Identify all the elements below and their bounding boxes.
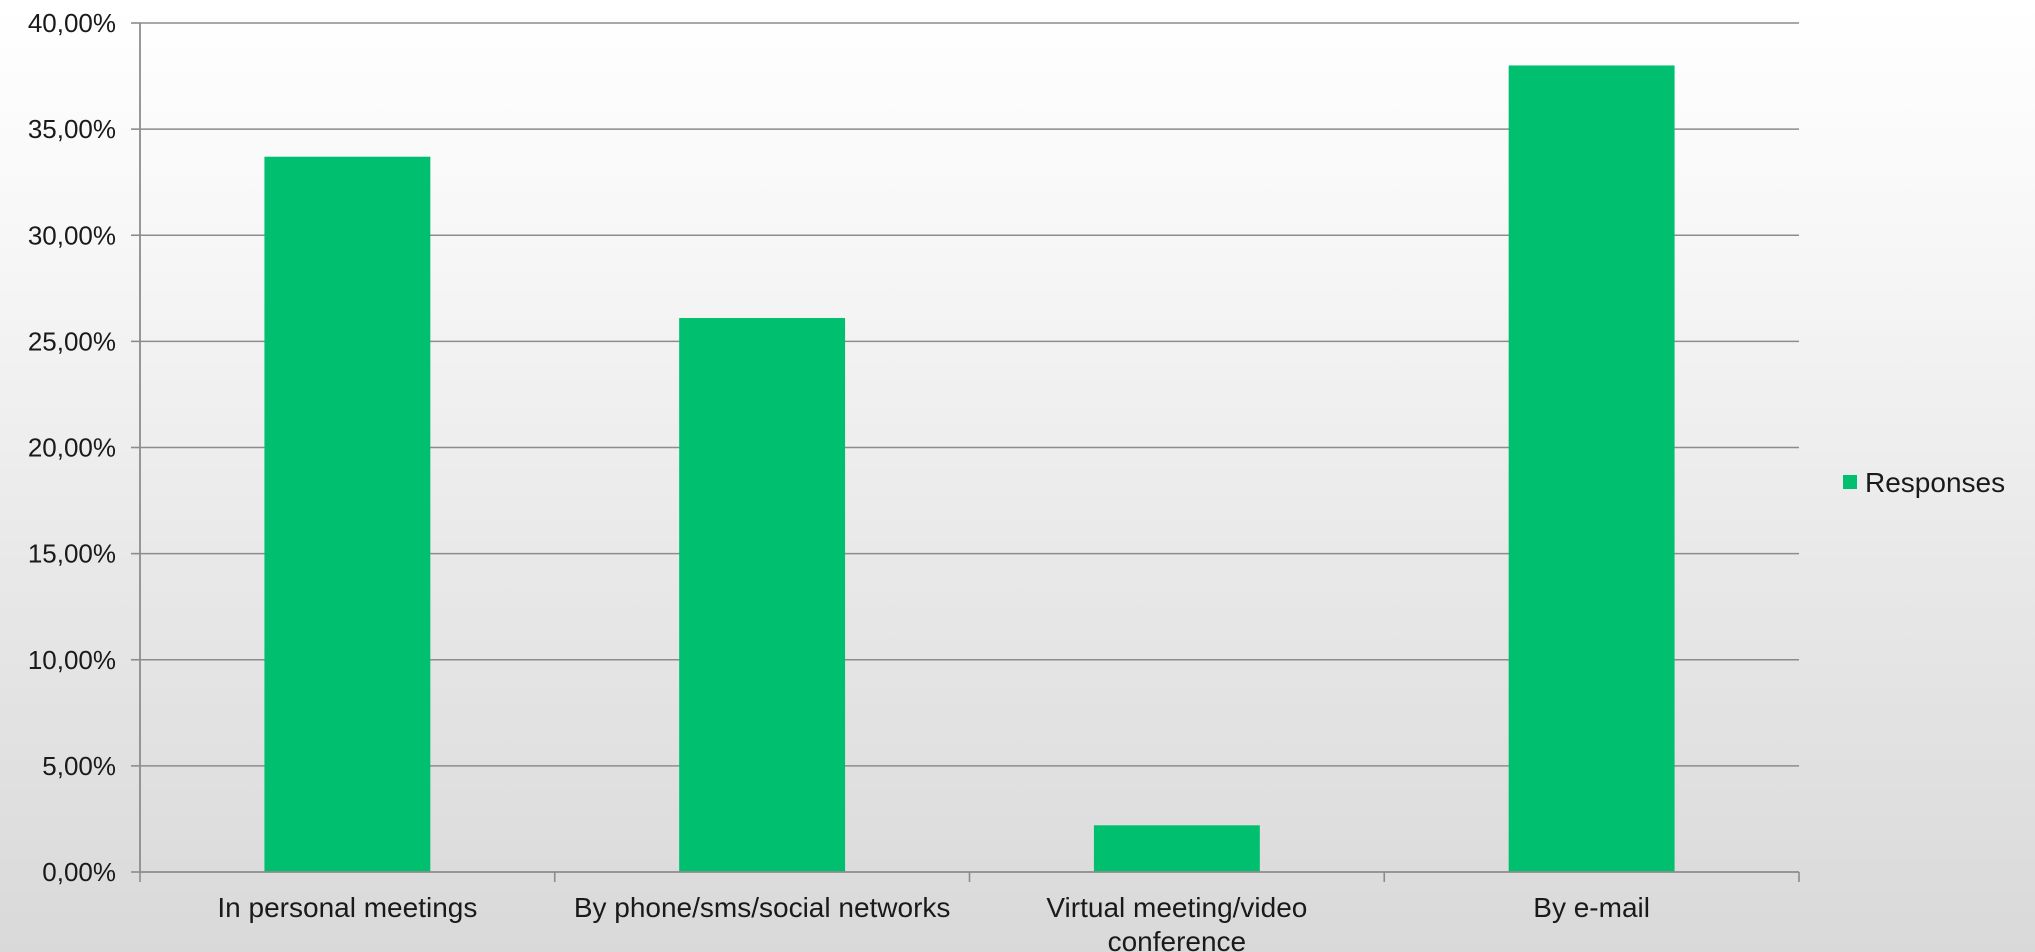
x-axis-categories: In personal meetings By phone/sms/social … <box>217 892 1650 952</box>
y-tick-label: 10,00% <box>28 645 116 675</box>
x-category-label: In personal meetings <box>217 892 477 923</box>
bars <box>264 65 1675 873</box>
x-category-label: conference <box>1108 926 1247 952</box>
bar <box>264 156 431 872</box>
y-tick-label: 35,00% <box>28 114 116 144</box>
x-category-label: By phone/sms/social networks <box>574 892 951 923</box>
x-category-label: Virtual meeting/video <box>1046 892 1307 923</box>
y-tick-label: 5,00% <box>42 751 116 781</box>
axes <box>131 22 1800 882</box>
y-tick-label: 0,00% <box>42 857 116 887</box>
y-axis-ticks: 0,00% 5,00% 10,00% 15,00% 20,00% 25,00% 30,00%… <box>28 8 116 887</box>
legend: Responses <box>1843 467 2005 498</box>
legend-label: Responses <box>1865 467 2005 498</box>
y-tick-label: 40,00% <box>28 8 116 38</box>
y-tick-label: 25,00% <box>28 326 116 356</box>
bar <box>679 318 846 873</box>
x-category-label: By e-mail <box>1533 892 1650 923</box>
y-tick-label: 30,00% <box>28 220 116 250</box>
legend-swatch <box>1843 475 1857 489</box>
bar <box>1508 65 1675 872</box>
y-tick-label: 15,00% <box>28 539 116 569</box>
y-tick-label: 20,00% <box>28 433 116 463</box>
bar <box>1093 825 1260 872</box>
